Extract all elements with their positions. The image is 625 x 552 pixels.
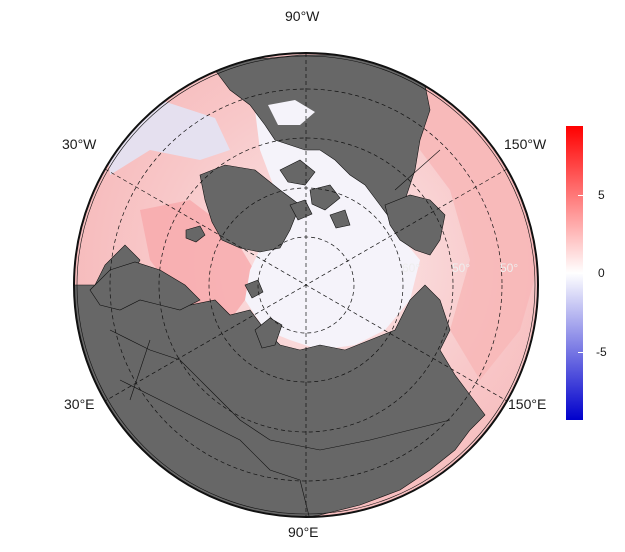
colorbar-tickmark [578, 352, 583, 353]
colorbar-tickmark [578, 273, 583, 274]
colorbar-tick-label: -5 [596, 345, 607, 359]
longitude-label-top: 90°W [285, 8, 320, 24]
graticule [104, 53, 508, 517]
scandinavia-landmass [89, 261, 201, 311]
latitude-label: 50° [500, 261, 518, 275]
colorbar [566, 126, 583, 420]
colorbar-tick-label: 0 [598, 266, 605, 280]
longitude-label-upper-left: 30°W [62, 136, 97, 152]
longitude-label-lower-left: 30°E [64, 396, 95, 412]
country-borders [109, 149, 451, 517]
arctic-island [289, 199, 313, 221]
latitude-label: 60° [402, 261, 420, 275]
arctic-island [309, 184, 341, 211]
novaya-zemlya-landmass [254, 317, 283, 349]
longitude-label-lower-right: 150°E [508, 396, 547, 412]
greenland-landmass [199, 164, 301, 253]
colorbar-tick-label: 5 [598, 188, 605, 202]
latitude-label: 50° [452, 261, 470, 275]
sea-ice-region [268, 100, 315, 125]
alaska-landmass [384, 194, 446, 256]
longitude-label-upper-right: 150°W [504, 136, 547, 152]
map-boundary [73, 52, 539, 518]
land-masses [74, 54, 486, 517]
longitude-label-bottom: 90°E [288, 524, 319, 540]
arctic-island [329, 209, 351, 229]
sea-ice-region [245, 95, 420, 350]
iceland-landmass [185, 225, 206, 243]
warm-anomaly-patch [420, 80, 538, 380]
colorbar-tickmark [578, 195, 583, 196]
